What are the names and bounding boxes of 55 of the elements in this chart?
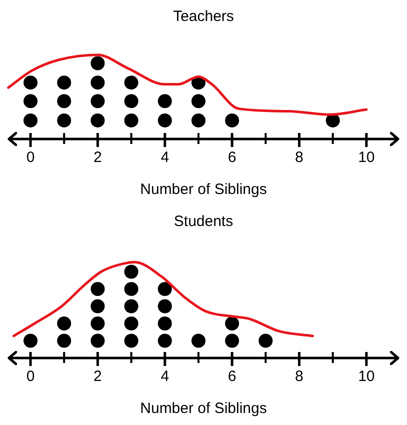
x-tick-label: 8 xyxy=(295,368,304,386)
point xyxy=(57,334,72,348)
point xyxy=(225,113,240,128)
x-axis-title: Number of Siblings xyxy=(140,181,267,198)
point xyxy=(90,334,105,348)
point xyxy=(57,316,72,330)
point xyxy=(158,94,172,108)
point xyxy=(191,334,206,348)
point xyxy=(24,76,38,90)
point xyxy=(158,299,172,314)
point xyxy=(124,299,138,314)
point xyxy=(124,76,138,90)
point xyxy=(326,113,340,128)
point xyxy=(90,94,105,108)
x-tick-label: 6 xyxy=(228,149,236,166)
point xyxy=(90,299,105,314)
x-tick-label: 8 xyxy=(295,149,304,166)
point xyxy=(158,282,172,296)
point xyxy=(124,282,138,296)
point xyxy=(191,94,206,108)
point xyxy=(191,113,206,128)
point xyxy=(90,282,105,296)
x-tick-label: 2 xyxy=(94,149,102,166)
point xyxy=(90,56,105,70)
point xyxy=(57,113,72,128)
point xyxy=(124,113,138,128)
x-tick-label: 0 xyxy=(26,368,35,386)
point xyxy=(158,316,172,330)
x-tick-label: 4 xyxy=(160,149,170,166)
point xyxy=(258,334,273,348)
point xyxy=(57,94,72,108)
point xyxy=(24,94,38,108)
x-tick-label: 10 xyxy=(358,368,375,386)
x-tick-label: 6 xyxy=(228,368,236,386)
point xyxy=(90,316,105,330)
point xyxy=(90,76,105,90)
chart-title: Students xyxy=(174,213,234,230)
point xyxy=(124,334,138,348)
point xyxy=(124,264,138,279)
chart-title: Teachers xyxy=(173,8,234,26)
x-tick-label: 10 xyxy=(358,149,375,166)
point xyxy=(158,113,172,128)
point xyxy=(57,76,72,90)
point xyxy=(124,94,138,108)
x-tick-label: 4 xyxy=(160,368,170,386)
point xyxy=(90,113,105,128)
point xyxy=(124,316,138,330)
point xyxy=(158,334,172,348)
x-tick-label: 0 xyxy=(26,149,35,166)
point xyxy=(24,334,38,348)
x-axis-title: Number of Siblings xyxy=(140,400,267,418)
point xyxy=(225,334,240,348)
x-tick-label: 2 xyxy=(94,368,102,386)
point xyxy=(225,316,240,330)
point xyxy=(24,113,38,128)
